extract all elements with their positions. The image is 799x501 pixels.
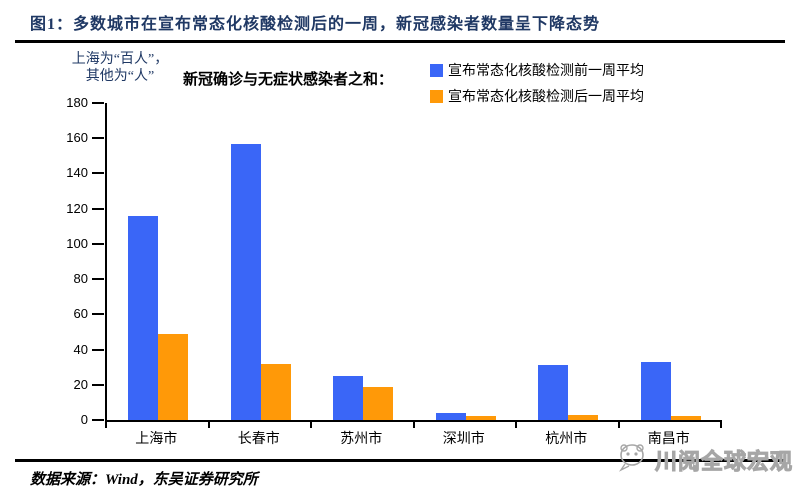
bar-post-2 (363, 386, 394, 420)
legend-swatch-pre-icon (430, 63, 443, 77)
bar-pre-5 (640, 361, 671, 420)
y-tick-label-180: 180 (66, 95, 88, 110)
y-tick-mark (92, 419, 104, 421)
legend-swatch-post-icon (430, 89, 443, 103)
y-tick-mark (92, 172, 104, 175)
bar-pre-4 (538, 365, 569, 420)
bar-post-3 (465, 415, 496, 420)
y-tick-mark (92, 102, 104, 104)
y-tick-mark (92, 278, 104, 281)
x-tick-mark (207, 422, 210, 428)
bar-pre-0 (128, 215, 159, 420)
x-tick-mark (105, 422, 107, 428)
y-tick-mark (92, 313, 104, 316)
legend-title: 新冠确诊与无症状感染者之和： (183, 72, 394, 88)
watermark-logo-icon (615, 442, 651, 477)
x-axis-label-2: 苏州市 (340, 430, 383, 446)
x-axis-label-1: 长春市 (237, 430, 280, 446)
bar-pre-1 (230, 143, 261, 420)
watermark: 川阅全球宏观 (615, 442, 793, 477)
y-tick-mark (92, 242, 104, 245)
y-tick-label-80: 80 (73, 271, 88, 287)
watermark-text: 川阅全球宏观 (654, 448, 794, 474)
y-tick-label-40: 40 (73, 341, 88, 357)
title-divider-rule (15, 40, 785, 43)
y-tick-mark (92, 383, 104, 386)
source-note: 数据来源：Wind，东吴证券研究所 (30, 472, 258, 488)
bar-post-5 (670, 415, 701, 420)
x-tick-mark (515, 422, 517, 428)
legend-label-pre: 宣布常态化核酸检测前一周平均 (448, 62, 644, 78)
y-axis-unit-note: 上海为“百人”， 其他为“人” (52, 51, 188, 85)
x-axis-label-3: 深圳市 (442, 430, 485, 446)
bar-pre-3 (435, 412, 466, 420)
y-tick-mark (92, 207, 104, 210)
bar-post-4 (568, 414, 599, 420)
legend-item-pre: 宣布常态化核酸检测前一周平均 (430, 60, 644, 80)
y-axis-unit-note-line1: 上海为“百人”， (71, 52, 169, 67)
x-axis-label-4: 杭州市 (545, 430, 588, 446)
y-tick-label-100: 100 (66, 235, 88, 251)
legend: 宣布常态化核酸检测前一周平均 宣布常态化核酸检测后一周平均 (430, 60, 644, 112)
plot-area (105, 103, 722, 422)
y-tick-label-60: 60 (73, 306, 88, 322)
y-tick-mark (92, 348, 104, 351)
y-tick-mark (92, 137, 104, 140)
x-tick-mark (412, 422, 415, 428)
y-tick-label-0: 0 (80, 412, 88, 427)
bar-post-0 (158, 333, 189, 420)
y-tick-label-120: 120 (66, 200, 88, 216)
y-tick-label-160: 160 (66, 130, 88, 146)
y-tick-label-20: 20 (73, 376, 88, 392)
figure-title: 图1：多数城市在宣布常态化核酸检测后的一周，新冠感染者数量呈下降态势 (30, 16, 601, 33)
x-tick-mark (617, 422, 620, 428)
y-tick-label-140: 140 (66, 165, 88, 181)
bar-pre-2 (333, 375, 364, 420)
footer-divider-rule (15, 459, 785, 462)
bar-post-1 (260, 363, 291, 420)
legend-label-post: 宣布常态化核酸检测后一周平均 (448, 88, 644, 104)
x-axis-label-0: 上海市 (135, 430, 178, 446)
legend-item-post: 宣布常态化核酸检测后一周平均 (430, 86, 644, 106)
x-axis-label-5: 南昌市 (647, 430, 690, 446)
x-tick-mark (310, 422, 312, 428)
x-tick-mark (720, 422, 722, 428)
y-axis-unit-note-line2: 其他为“人” (85, 69, 155, 84)
